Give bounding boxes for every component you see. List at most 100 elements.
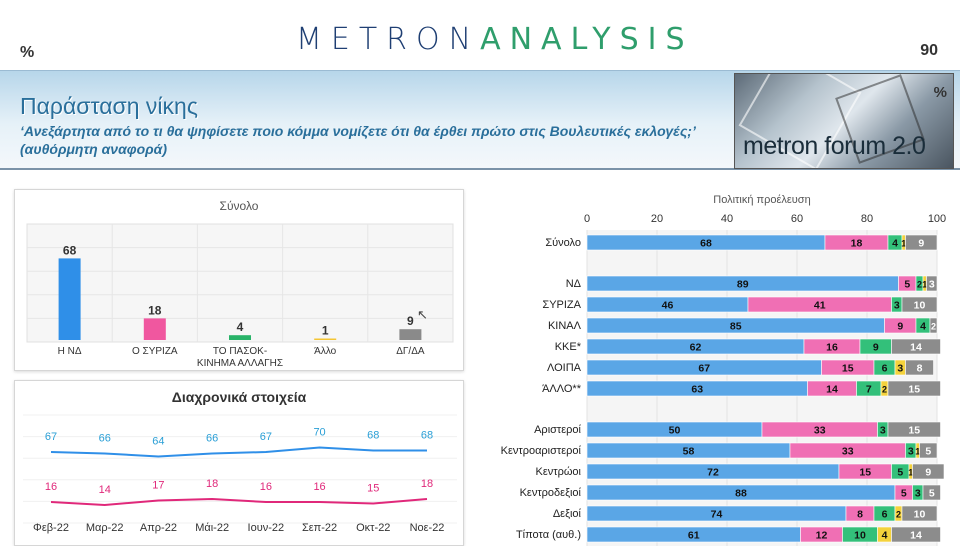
bar-segment <box>912 463 945 480</box>
logo-part-analysis: ANALYSIS <box>480 22 694 57</box>
segment-value-label: 14 <box>826 384 838 396</box>
segment-value-label: 2 <box>931 322 936 332</box>
segment-value-label: 10 <box>854 530 866 542</box>
x-tick-label: 20 <box>651 213 663 225</box>
segment-value-label: 5 <box>929 488 935 500</box>
row-label: ΣΥΡΙΖΑ <box>542 299 581 311</box>
segment-value-label: 7 <box>866 384 872 396</box>
segment-value-label: 72 <box>707 467 719 479</box>
bar-segment <box>901 505 938 522</box>
mouse-cursor-icon: ↖ <box>417 307 428 322</box>
timeline-chart-panel: Διαχρονικά στοιχεία 67 66 64 66 67 70 68 68 16 14… <box>14 380 464 546</box>
logo-part-metron: METRON <box>296 22 481 57</box>
row-label: ΆΛΛΟ** <box>542 383 582 395</box>
x-axis-label: Μάι-22 <box>195 522 229 534</box>
segment-value-label: 74 <box>711 509 723 521</box>
chart-title: Πολιτική προέλευση <box>713 194 810 206</box>
bar-value-label: 9 <box>407 314 414 328</box>
segment-value-label: 6 <box>882 363 888 375</box>
series-value-label: 18 <box>421 478 433 490</box>
metron-forum-image: % metron forum 2.0 <box>734 73 954 169</box>
row-label: ΝΔ <box>566 278 582 290</box>
series-value-label: 66 <box>99 433 111 445</box>
segment-value-label: 5 <box>904 279 910 291</box>
segment-value-label: 10 <box>914 509 926 521</box>
series-value-label: 15 <box>367 483 379 495</box>
forum-percent-symbol: % <box>933 84 947 101</box>
segment-value-label: 14 <box>910 530 922 542</box>
series-line <box>50 497 428 507</box>
segment-value-label: 9 <box>897 321 903 333</box>
row-label: Αριστεροί <box>534 424 581 436</box>
series-value-label: 66 <box>206 433 218 445</box>
row-label: Σύνολο <box>545 237 581 249</box>
segment-value-label: 1 <box>901 239 906 249</box>
series-value-label: 16 <box>45 481 57 493</box>
segment-value-label: 4 <box>920 321 926 333</box>
segment-value-label: 12 <box>816 530 828 542</box>
segment-value-label: 5 <box>897 467 903 479</box>
segment-value-label: 3 <box>894 300 900 312</box>
segment-value-label: 3 <box>929 279 935 291</box>
segment-value-label: 33 <box>814 425 826 437</box>
question-text: ‘Ανεξάρτητα από το τι θα ψηφίσετε ποιο κ… <box>20 123 696 157</box>
segment-value-label: 41 <box>814 300 826 312</box>
segment-value-label: 15 <box>859 467 871 479</box>
segment-value-label: 2 <box>882 385 887 395</box>
metron-analysis-logo: METRONANALYSIS <box>296 22 694 57</box>
bar-segment <box>905 359 934 376</box>
bar <box>58 258 81 340</box>
series-value-label: 67 <box>45 431 57 443</box>
political-origin-chart: Πολιτική προέλευση 0 20 40 60 80 100 Σύνολο 68 18… <box>476 188 956 546</box>
bar-value-label: 1 <box>322 324 329 338</box>
plot-area <box>23 415 457 523</box>
x-axis-label: Σεπ-22 <box>302 522 337 534</box>
bar-segment <box>891 338 941 355</box>
category-label: Ο ΣΥΡΙΖΑ <box>132 346 178 357</box>
segment-value-label: 3 <box>908 446 914 458</box>
segment-value-label: 6 <box>882 509 888 521</box>
segment-value-label: 2 <box>917 280 922 290</box>
segment-value-label: 8 <box>857 509 863 521</box>
segment-value-label: 8 <box>917 363 923 375</box>
series-value-label: 68 <box>367 430 379 442</box>
segment-value-label: 89 <box>737 279 749 291</box>
bar-segment <box>929 317 938 334</box>
segment-value-label: 68 <box>700 238 712 250</box>
top-bar: % METRONANALYSIS 90 <box>0 0 960 70</box>
series-value-label: 16 <box>260 481 272 493</box>
segment-value-label: 15 <box>842 363 854 375</box>
series-line <box>50 446 427 458</box>
segment-value-label: 2 <box>896 510 901 520</box>
x-tick-label: 60 <box>791 213 803 225</box>
timeline-line-chart: 67 66 64 66 67 70 68 68 16 14 17 18 16 16 15 18 Φεβ-22 Μα… <box>23 414 457 534</box>
segment-value-label: 62 <box>690 342 702 354</box>
row-label: ΚΙΝΑΛ <box>548 320 582 332</box>
bar-segment <box>887 421 941 438</box>
segment-value-label: 1 <box>915 447 920 457</box>
bar-segment <box>891 526 941 543</box>
segment-value-label: 15 <box>908 384 920 396</box>
metron-forum-text: metron forum 2.0 <box>743 132 926 160</box>
bar <box>314 338 337 340</box>
segment-value-label: 58 <box>683 446 695 458</box>
bar-segment <box>922 484 941 501</box>
segment-value-label: 16 <box>826 342 838 354</box>
category-label: Η ΝΔ <box>58 346 82 357</box>
series-value-label: 64 <box>152 436 164 448</box>
overall-chart-title: Σύνολο <box>219 199 259 213</box>
bar-segment <box>926 275 938 292</box>
segment-value-label: 3 <box>897 363 903 375</box>
category-label: ΤΟ ΠΑΣΟΚ- <box>213 346 267 357</box>
series-value-label: 70 <box>313 427 325 439</box>
series-value-label: 14 <box>99 484 111 496</box>
segment-value-label: 10 <box>914 300 926 312</box>
segment-value-label: 9 <box>873 342 879 354</box>
row-label: ΛΟΙΠΑ <box>547 362 582 374</box>
x-axis-label: Νοε-22 <box>410 522 445 534</box>
segment-value-label: 4 <box>892 238 898 250</box>
segment-value-label: 9 <box>925 467 931 479</box>
row-label: Κεντροαριστεροί <box>501 445 582 457</box>
segment-value-label: 15 <box>908 425 920 437</box>
